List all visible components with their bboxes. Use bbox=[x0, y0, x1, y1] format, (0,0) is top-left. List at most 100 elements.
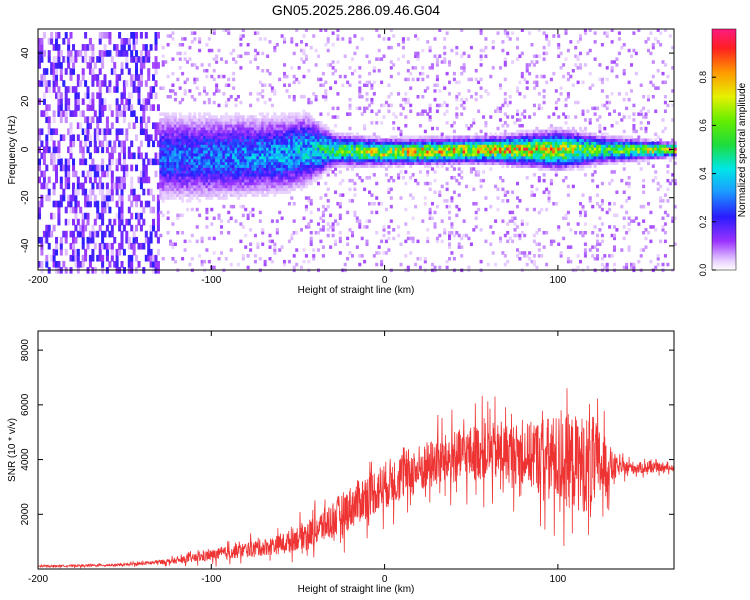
heatmap-cell bbox=[166, 118, 170, 122]
heatmap-cell bbox=[200, 115, 204, 119]
heatmap-cell bbox=[307, 170, 311, 174]
heatmap-cell bbox=[164, 187, 168, 192]
heatmap-cell bbox=[314, 124, 318, 128]
heatmap-cell bbox=[389, 45, 393, 50]
heatmap-cell bbox=[156, 200, 160, 208]
heatmap-cell bbox=[251, 190, 255, 194]
heatmap-cell bbox=[530, 144, 534, 148]
heatmap-cell bbox=[156, 224, 160, 232]
heatmap-cell bbox=[484, 124, 488, 128]
heatmap-cell bbox=[142, 188, 146, 196]
heatmap-cell bbox=[244, 126, 248, 131]
heatmap-cell bbox=[52, 44, 56, 51]
heatmap-cell bbox=[144, 32, 148, 39]
heatmap-cell bbox=[144, 122, 148, 130]
heatmap-cell bbox=[270, 124, 274, 128]
heatmap-cell bbox=[321, 204, 325, 209]
heatmap-cell bbox=[249, 92, 253, 96]
heatmap-cell bbox=[258, 187, 262, 192]
heatmap-cell bbox=[164, 144, 168, 148]
heatmap-cell bbox=[287, 161, 291, 165]
heatmap-cell bbox=[518, 144, 522, 148]
heatmap-cell bbox=[423, 109, 427, 113]
heatmap-cell bbox=[130, 80, 134, 87]
heatmap-cell bbox=[380, 150, 384, 154]
heatmap-cell bbox=[266, 155, 270, 160]
heatmap-cell bbox=[457, 233, 461, 238]
heatmap-cell bbox=[207, 161, 211, 165]
heatmap-cell bbox=[465, 135, 469, 139]
heatmap-cell bbox=[499, 106, 503, 111]
heatmap-cell bbox=[200, 184, 204, 189]
heatmap-cell bbox=[103, 50, 107, 57]
heatmap-cell bbox=[198, 135, 202, 139]
heatmap-cell bbox=[324, 170, 328, 174]
heatmap-cell bbox=[486, 262, 490, 267]
heatmap-cell bbox=[360, 178, 364, 183]
heatmap-cell bbox=[69, 128, 73, 136]
heatmap-cell bbox=[186, 144, 190, 148]
heatmap-cell bbox=[317, 126, 321, 131]
heatmap-cell bbox=[360, 37, 364, 41]
heatmap-cell bbox=[159, 176, 163, 180]
heatmap-cell bbox=[426, 161, 430, 165]
heatmap-cell bbox=[147, 74, 151, 81]
heatmap-cell bbox=[258, 158, 262, 163]
heatmap-cell bbox=[120, 176, 124, 184]
heatmap-cell bbox=[261, 152, 265, 157]
heatmap-cell bbox=[183, 121, 187, 125]
heatmap-cell bbox=[203, 115, 207, 119]
heatmap-cell bbox=[307, 199, 311, 203]
heatmap-cell bbox=[249, 161, 253, 165]
heatmap-cell bbox=[528, 257, 532, 261]
heatmap-cell bbox=[528, 31, 532, 35]
heatmap-cell bbox=[224, 164, 228, 168]
heatmap-cell bbox=[433, 190, 437, 194]
heatmap-cell bbox=[215, 164, 219, 168]
heatmap-cell bbox=[317, 129, 321, 134]
heatmap-cell bbox=[74, 170, 78, 178]
heatmap-cell bbox=[244, 121, 248, 125]
heatmap-cell bbox=[144, 236, 148, 244]
heatmap-cell bbox=[307, 69, 311, 73]
heatmap-cell bbox=[440, 219, 444, 223]
heatmap-cell bbox=[164, 184, 168, 189]
heatmap-cell bbox=[321, 164, 325, 168]
heatmap-cell bbox=[244, 190, 248, 194]
heatmap-cell bbox=[467, 147, 471, 151]
heatmap-cell bbox=[532, 147, 536, 151]
heatmap-cell bbox=[105, 128, 109, 136]
heatmap-cell bbox=[164, 147, 168, 151]
heatmap-cell bbox=[297, 147, 301, 151]
heatmap-cell bbox=[142, 218, 146, 226]
heatmap-cell bbox=[401, 164, 405, 168]
heatmap-cell bbox=[355, 216, 359, 220]
heatmap-cell bbox=[181, 97, 185, 102]
heatmap-cell bbox=[205, 141, 209, 145]
heatmap-cell bbox=[176, 124, 180, 128]
heatmap-cell bbox=[171, 115, 175, 119]
heatmap-cell bbox=[368, 176, 372, 180]
heatmap-cell bbox=[258, 219, 262, 223]
heatmap-cell bbox=[249, 121, 253, 125]
heatmap-cell bbox=[334, 158, 338, 163]
heatmap-cell bbox=[86, 104, 90, 111]
heatmap-cell bbox=[217, 89, 221, 93]
heatmap-cell bbox=[215, 147, 219, 151]
heatmap-cell bbox=[256, 126, 260, 131]
heatmap-cell bbox=[74, 224, 78, 232]
heatmap-cell bbox=[343, 144, 347, 148]
heatmap-cell bbox=[220, 190, 224, 194]
heatmap-cell bbox=[261, 178, 265, 183]
heatmap-cell bbox=[309, 124, 313, 128]
heatmap-cell bbox=[169, 164, 173, 168]
heatmap-cell bbox=[329, 147, 333, 151]
heatmap-cell bbox=[232, 135, 236, 139]
heatmap-cell bbox=[399, 141, 403, 145]
heatmap-cell bbox=[91, 80, 95, 87]
heatmap-cell bbox=[334, 150, 338, 154]
heatmap-cell bbox=[326, 155, 330, 160]
heatmap-cell bbox=[295, 184, 299, 189]
heatmap-cell bbox=[256, 245, 260, 249]
heatmap-cell bbox=[263, 129, 267, 134]
